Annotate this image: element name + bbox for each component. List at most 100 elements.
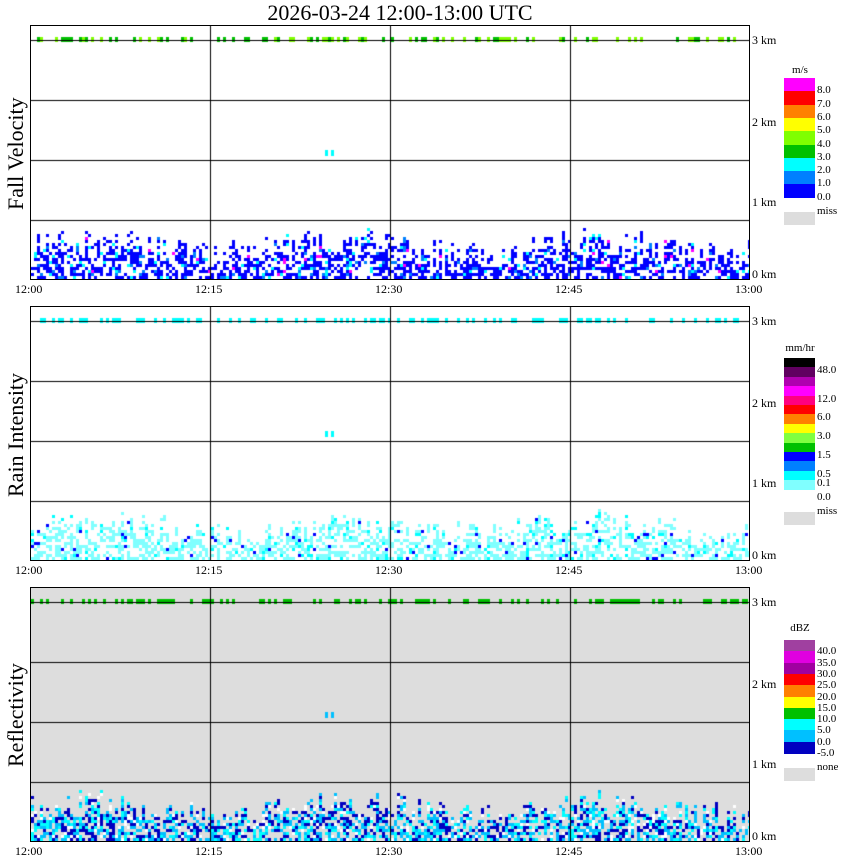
x-tick-label: 13:00 [735, 844, 763, 858]
km-label: 1 km [752, 476, 777, 490]
legend-swatch [784, 640, 815, 652]
legend-swatch [784, 423, 815, 434]
x-tick-label: 12:00 [15, 282, 43, 296]
legend-miss-swatch [784, 211, 815, 225]
legend-swatch [784, 358, 815, 368]
legend-label: 8.0 [817, 84, 831, 97]
legend-swatch [784, 452, 815, 462]
legend-label: 25.0 [817, 679, 837, 692]
legend-swatch [784, 651, 815, 664]
legend-swatch [784, 685, 815, 698]
x-tick-label: 12:15 [195, 844, 223, 858]
figure-title: 2026-03-24 12:00-13:00 UTC [267, 0, 533, 25]
legend-swatch [784, 662, 815, 675]
legend-label: 0.0 [817, 735, 831, 748]
legend-label: 6.0 [817, 411, 831, 424]
x-tick-label: 12:30 [375, 563, 403, 577]
legend-label: 1.0 [817, 177, 831, 190]
x-tick-label: 13:00 [735, 282, 763, 296]
x-tick-label: 13:00 [735, 563, 763, 577]
x-tick-label: 12:30 [375, 844, 403, 858]
km-label: 1 km [752, 195, 777, 209]
legend-label: 48.0 [817, 364, 837, 377]
legend-swatch [784, 131, 815, 146]
x-tick-label: 12:15 [195, 282, 223, 296]
km-label: 2 km [752, 115, 777, 129]
legend-swatch [784, 367, 815, 378]
km-label: 0 km [752, 267, 777, 281]
panel-rain-intensity: Rain Intensity [3, 306, 750, 561]
legend-miss-swatch [784, 768, 815, 781]
legend-swatch [784, 707, 815, 720]
legend-label: 3.0 [817, 430, 831, 443]
x-tick-label: 12:00 [15, 563, 43, 577]
legend-label: 20.0 [817, 690, 837, 703]
legend-swatch [784, 395, 815, 406]
legend-swatch [784, 144, 815, 159]
legend-label: -5.0 [817, 747, 835, 759]
km-label: 3 km [752, 33, 777, 47]
legend-swatch [784, 157, 815, 172]
y-axis-label: Fall Velocity [3, 97, 28, 210]
legend-swatch [784, 741, 815, 754]
legend-label: 10.0 [817, 713, 837, 726]
km-label: 3 km [752, 595, 777, 609]
legend-label: 0.5 [817, 467, 831, 480]
x-tick-label: 12:45 [555, 563, 583, 577]
legend-swatch [784, 171, 815, 186]
km-label: 0 km [752, 829, 777, 843]
x-tick-label: 12:45 [555, 844, 583, 858]
fall-velocity-heatmap [31, 26, 749, 279]
legend-miss-label: miss [817, 204, 838, 217]
legend-label: 7.0 [817, 97, 831, 110]
legend-swatch [784, 730, 815, 743]
legend-label: 0.1 [817, 477, 831, 490]
km-label: 3 km [752, 314, 777, 328]
legend-label: 2.0 [817, 164, 831, 177]
legend-miss-label: miss [817, 504, 838, 517]
legend-unit: dBZ [790, 622, 810, 634]
km-label: 1 km [752, 757, 777, 771]
y-axis-label: Reflectivity [3, 663, 28, 768]
legend-miss-swatch [784, 511, 815, 525]
legend-label: 12.0 [817, 392, 837, 405]
legend-swatch [784, 104, 815, 119]
legend-label: 1.5 [817, 449, 831, 461]
legend-swatch [784, 184, 815, 199]
legend-unit: m/s [792, 64, 808, 76]
y-axis-label: Rain Intensity [3, 372, 28, 497]
legend-swatch [784, 376, 815, 387]
legend-label: 5.0 [817, 124, 831, 137]
km-label: 0 km [752, 548, 777, 562]
legend-swatch [784, 405, 815, 415]
legend-unit: mm/hr [785, 342, 815, 354]
legend-swatch [784, 386, 815, 397]
legend-label: 6.0 [817, 110, 831, 123]
legend-label: 15.0 [817, 701, 837, 714]
legend-swatch [784, 91, 815, 106]
x-tick-label: 12:00 [15, 844, 43, 858]
legend-label: 35.0 [817, 656, 837, 669]
legend-label: 3.0 [817, 150, 831, 163]
rain-intensity-heatmap [31, 307, 749, 560]
x-tick-label: 12:45 [555, 282, 583, 296]
legend-swatch [784, 117, 815, 132]
legend-swatch [784, 673, 815, 686]
panel-reflectivity: Reflectivity [3, 587, 750, 842]
legend-label: 5.0 [817, 724, 831, 737]
panel-fall-velocity: Fall Velocity [3, 25, 750, 280]
legend-miss-label: none [817, 761, 839, 773]
x-tick-label: 12:15 [195, 563, 223, 577]
legend-label: 4.0 [817, 137, 831, 150]
legend-swatch [784, 470, 815, 481]
legend-label: 0.0 [817, 190, 831, 203]
reflectivity-heatmap [31, 588, 749, 841]
legend-label: 40.0 [817, 645, 837, 658]
legend-swatch [784, 433, 815, 444]
legend-swatch [784, 414, 815, 425]
legend-label: 30.0 [817, 667, 837, 680]
legend-swatch [784, 461, 815, 472]
legend-swatch [784, 719, 815, 732]
x-tick-label: 12:30 [375, 282, 403, 296]
